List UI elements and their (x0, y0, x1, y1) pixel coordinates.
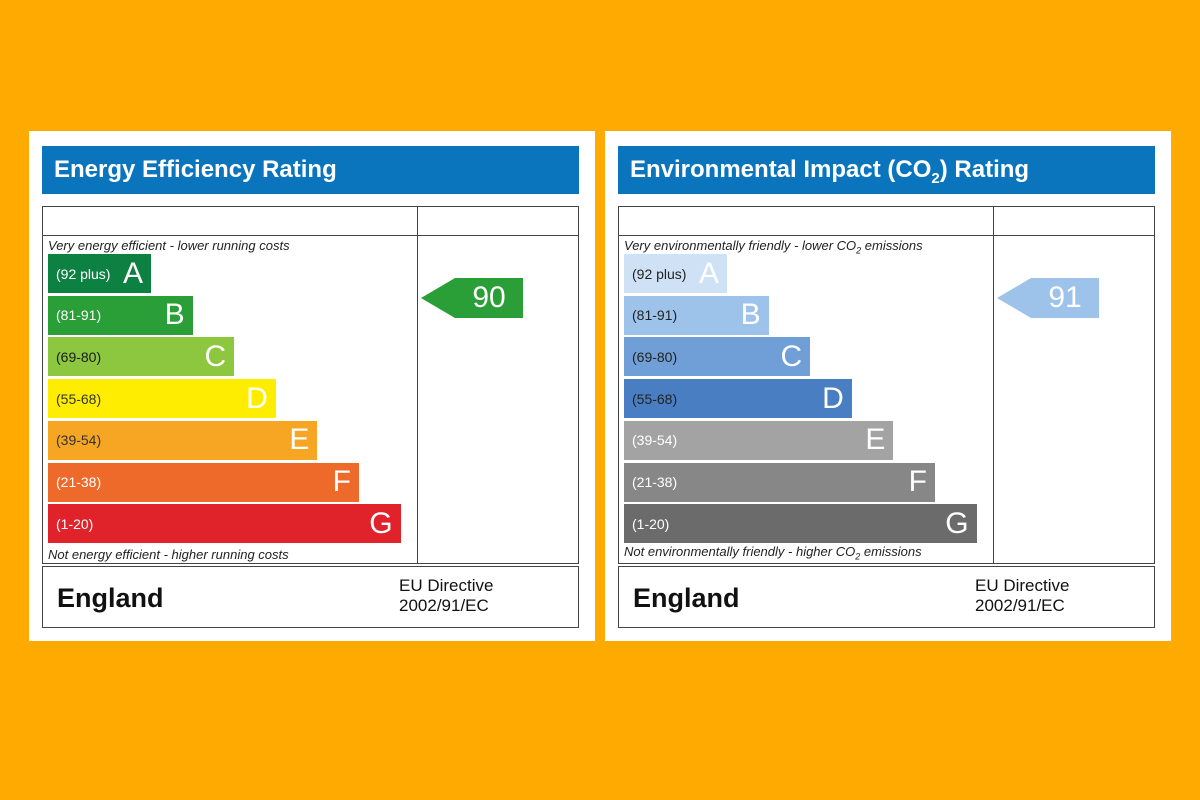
column-divider (417, 207, 418, 563)
band-letter: G (945, 506, 969, 540)
header-divider (43, 235, 578, 236)
band-range-label: (81-91) (632, 307, 678, 324)
band-letter: C (780, 339, 803, 373)
environmental-impact-card: Environmental Impact (CO2) Rating Very e… (605, 131, 1171, 641)
rating-band-e: (39-54) E (48, 420, 318, 460)
band-letter: C (204, 339, 227, 373)
directive-line-2: 2002/91/EC (975, 596, 1065, 615)
chart-title-text: Environmental Impact (CO2) Rating (630, 156, 1030, 187)
band-letter: B (164, 298, 185, 332)
band-letter: F (908, 465, 927, 498)
rating-band-b: (81-91) B (624, 295, 769, 335)
top-caption: Very energy efficient - lower running co… (48, 238, 290, 253)
rating-band-c: (69-80) C (624, 337, 811, 377)
rating-chart: Very environmentally friendly - lower CO… (618, 206, 1155, 564)
rating-band-f: (21-38) F (48, 462, 359, 502)
directive-line-1: EU Directive (975, 576, 1070, 595)
chart-title: Environmental Impact (CO2) Rating (618, 146, 1155, 194)
eu-directive: EU Directive 2002/91/EC (975, 576, 1069, 616)
country-label: England (57, 583, 164, 613)
rating-band-a: (92 plus) A (624, 254, 727, 293)
band-letter: D (822, 381, 844, 415)
band-range-label: (1-20) (632, 515, 670, 532)
energy-efficiency-card: Energy Efficiency Rating Very energy eff… (29, 131, 595, 641)
band-letter: D (246, 381, 268, 415)
rating-band-g: (1-20) G (48, 504, 401, 544)
band-letter: G (369, 506, 393, 540)
band-range-label: (21-38) (632, 474, 678, 490)
chart-footer: England EU Directive 2002/91/EC (42, 566, 579, 628)
current-rating-marker: 91 (997, 277, 1099, 318)
arrow-left-icon (997, 277, 1031, 318)
band-range-label: (55-68) (56, 390, 102, 407)
rating-band-g: (1-20) G (624, 504, 977, 544)
band-range-label: (39-54) (632, 432, 678, 449)
band-range-label: (92 plus) (632, 265, 687, 282)
band-letter: E (289, 423, 310, 457)
rating-band-a: (92 plus) A (48, 254, 151, 293)
band-range-label: (1-20) (56, 515, 94, 532)
arrow-left-icon (421, 277, 455, 318)
directive-line-1: EU Directive (399, 576, 494, 595)
bottom-caption: Not energy efficient - higher running co… (48, 547, 289, 562)
column-divider (993, 207, 994, 563)
rating-band-d: (55-68) D (624, 379, 852, 419)
band-letter: A (698, 256, 719, 290)
top-caption: Very environmentally friendly - lower CO… (624, 238, 923, 256)
chart-footer: England EU Directive 2002/91/EC (618, 566, 1155, 628)
band-letter: A (122, 256, 143, 290)
rating-chart: Very energy efficient - lower running co… (42, 206, 579, 564)
eu-directive: EU Directive 2002/91/EC (399, 576, 493, 616)
band-letter: B (740, 298, 761, 332)
band-range-label: (55-68) (632, 390, 678, 407)
band-range-label: (21-38) (56, 474, 102, 490)
header-divider (619, 235, 1154, 236)
band-range-label: (69-80) (632, 348, 678, 365)
bottom-caption: Not environmentally friendly - higher CO… (624, 544, 922, 562)
band-range-label: (81-91) (56, 307, 102, 324)
band-range-label: (39-54) (56, 432, 102, 449)
country-label: England (633, 583, 740, 613)
current-rating-value: 90 (455, 277, 523, 318)
rating-band-e: (39-54) E (624, 420, 894, 460)
band-letter: F (332, 465, 351, 498)
rating-band-c: (69-80) C (48, 337, 235, 377)
rating-band-b: (81-91) B (48, 295, 193, 335)
band-range-label: (69-80) (56, 348, 102, 365)
band-range-label: (92 plus) (56, 265, 111, 282)
current-rating-marker: 90 (421, 277, 523, 318)
chart-title: Energy Efficiency Rating (42, 146, 579, 194)
rating-band-d: (55-68) D (48, 379, 276, 419)
rating-band-f: (21-38) F (624, 462, 935, 502)
band-letter: E (865, 423, 886, 457)
current-rating-value: 91 (1031, 277, 1099, 318)
directive-line-2: 2002/91/EC (399, 596, 489, 615)
